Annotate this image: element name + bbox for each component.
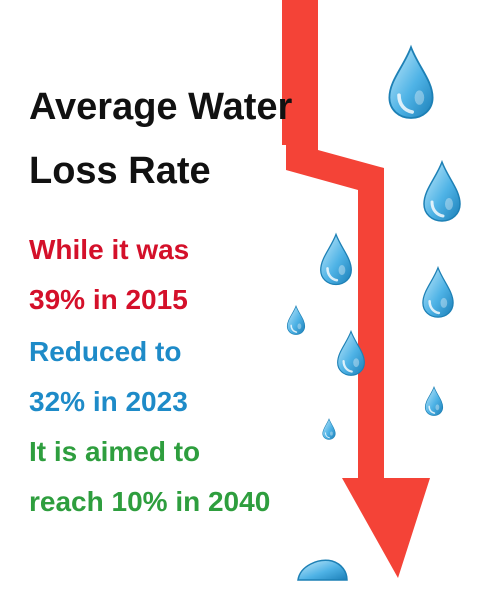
water-drop-icon <box>322 418 336 441</box>
water-drop-icon <box>286 305 306 335</box>
statement-2040-line-1: It is aimed to <box>29 436 201 467</box>
statement-2023-line-1: Reduced to <box>29 336 182 367</box>
statement-2023-line-2: 32% in 2023 <box>29 386 188 417</box>
statement-2015-line-1: While it was <box>29 234 190 265</box>
water-drop-icon <box>424 386 444 416</box>
title-line-2: Loss Rate <box>29 150 211 192</box>
statement-2040-line-2: reach 10% in 2040 <box>29 486 271 517</box>
water-drop-icon <box>421 266 455 318</box>
water-drop-icon <box>389 47 432 118</box>
statement-2015-line-2: 39% in 2015 <box>29 284 188 315</box>
water-drop-icon <box>422 160 462 222</box>
title-line-1: Average Water <box>29 86 293 128</box>
down-arrow-icon <box>282 0 430 578</box>
water-drop-icon <box>297 559 348 581</box>
water-drop-icon <box>319 233 353 286</box>
